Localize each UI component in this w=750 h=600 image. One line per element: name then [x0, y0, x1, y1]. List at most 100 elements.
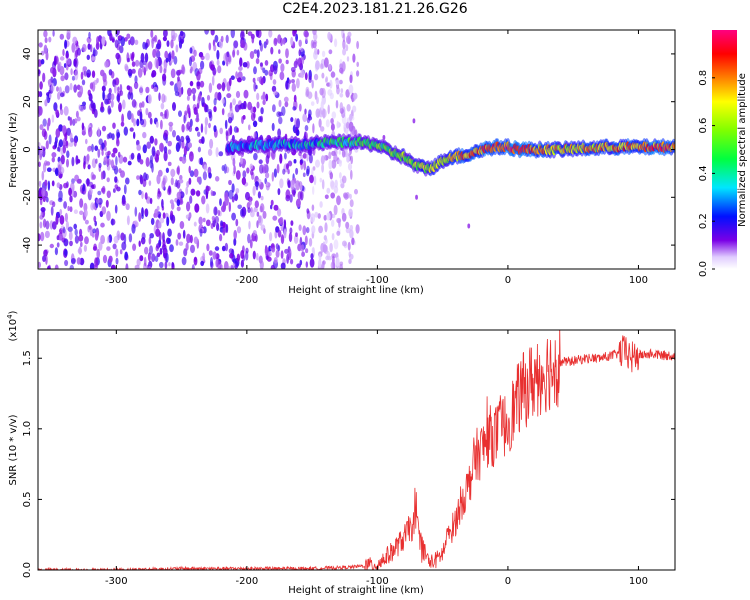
noise-speck: [176, 191, 182, 200]
noise-speck: [246, 167, 250, 174]
noise-speck: [240, 208, 244, 217]
noise-speck: [193, 49, 197, 57]
noise-speck: [145, 61, 148, 72]
y-tick-label: -20: [22, 189, 33, 205]
noise-speck: [108, 69, 113, 76]
noise-speck: [257, 191, 261, 199]
spectrogram-x-ticks: -300 -200 -100 0 100: [105, 30, 648, 286]
noise-speck: [245, 250, 249, 261]
noise-speck: [156, 243, 161, 249]
noise-speck: [65, 52, 69, 59]
noise-speck: [312, 166, 316, 171]
noise-speck: [328, 63, 332, 71]
noise-speck: [304, 72, 308, 81]
noise-speck: [149, 245, 153, 255]
noise-speck: [258, 116, 262, 123]
x-tick-label: 0: [505, 275, 511, 286]
noise-speck: [169, 124, 173, 132]
noise-speck: [175, 239, 179, 246]
noise-speck: [163, 68, 167, 74]
noise-speck: [217, 65, 222, 74]
noise-speck: [76, 257, 81, 265]
x-tick-label: 100: [629, 576, 648, 587]
noise-speck: [330, 71, 336, 78]
noise-speck: [310, 213, 316, 223]
noise-speck: [108, 255, 113, 263]
noise-speck: [340, 88, 344, 94]
noise-speck: [324, 194, 329, 200]
noise-speck: [295, 33, 298, 42]
noise-speck: [179, 174, 183, 181]
noise-speck: [236, 77, 242, 83]
noise-speck: [330, 261, 335, 269]
noise-speck: [296, 118, 300, 129]
noise-speck: [134, 59, 140, 67]
noise-speck: [257, 77, 261, 82]
noise-speck: [171, 50, 175, 60]
noise-speck: [348, 84, 354, 94]
noise-speck: [107, 150, 111, 156]
noise-speck: [321, 50, 326, 58]
noise-speck: [195, 117, 200, 123]
noise-speck: [255, 58, 260, 65]
noise-speck: [131, 61, 136, 67]
spectrogram-y-ticks: -40 -20 0 20 40: [22, 48, 675, 253]
noise-speck: [142, 178, 147, 188]
noise-speck: [268, 30, 273, 38]
noise-speck: [148, 236, 152, 245]
noise-speck: [318, 225, 323, 234]
noise-speck: [86, 178, 90, 187]
noise-speck: [189, 195, 193, 204]
noise-speck: [98, 241, 103, 251]
noise-speck: [269, 232, 273, 242]
noise-speck: [233, 237, 237, 246]
noise-speck: [340, 182, 345, 189]
noise-speck: [193, 221, 197, 227]
noise-speck: [156, 252, 161, 258]
noise-speck: [271, 85, 277, 93]
x-tick-label: -200: [236, 275, 259, 286]
noise-speck: [323, 214, 327, 221]
noise-speck: [69, 116, 73, 126]
noise-speck: [158, 92, 161, 101]
noise-speck: [91, 70, 96, 78]
noise-speck: [247, 101, 253, 111]
noise-speck: [120, 121, 125, 127]
noise-speck: [154, 208, 159, 218]
noise-speck: [79, 228, 83, 237]
noise-speck: [342, 39, 346, 50]
noise-speck: [101, 142, 105, 150]
noise-speck: [279, 216, 284, 226]
noise-speck: [164, 110, 167, 119]
noise-speck: [321, 87, 326, 99]
noise-speck: [230, 75, 235, 80]
noise-speck: [233, 40, 239, 49]
noise-speck: [325, 119, 330, 128]
noise-speck: [253, 81, 257, 92]
noise-speck: [321, 263, 324, 269]
y-tick-label: 40: [22, 48, 33, 61]
noise-speck: [270, 199, 274, 206]
noise-speck: [81, 79, 86, 86]
noise-speck: [258, 159, 263, 164]
noise-speck: [146, 141, 151, 149]
noise-speck: [141, 101, 145, 108]
noise-speck: [68, 142, 74, 147]
noise-speck: [173, 32, 178, 38]
noise-speck: [278, 58, 282, 64]
noise-speck: [186, 121, 191, 130]
noise-speck: [291, 82, 296, 92]
noise-speck: [302, 172, 306, 178]
noise-speck: [256, 211, 260, 217]
noise-speck: [260, 224, 266, 231]
noise-speck: [89, 262, 95, 269]
noise-speck: [219, 233, 223, 242]
noise-speck: [62, 144, 66, 154]
noise-speck: [134, 39, 139, 45]
y-tick-label: 20: [22, 95, 33, 108]
noise-speck: [136, 258, 141, 267]
noise-speck: [205, 190, 209, 200]
noise-speck: [118, 102, 122, 113]
noise-speck: [154, 255, 159, 262]
